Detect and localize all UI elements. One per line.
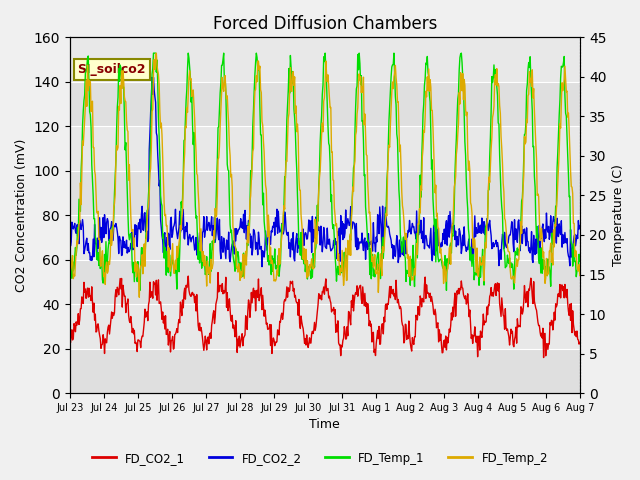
Line: FD_CO2_1: FD_CO2_1 <box>70 273 580 358</box>
FD_CO2_1 <box>66 336 74 342</box>
FD_Temp_1 <box>127 239 135 244</box>
FD_Temp_1 <box>66 257 74 263</box>
FD_Temp_1 <box>136 288 144 293</box>
FD_Temp_2 <box>136 294 143 300</box>
FD_Temp_2 <box>208 266 216 272</box>
Line: FD_CO2_2: FD_CO2_2 <box>70 77 580 267</box>
FD_Temp_2 <box>66 281 74 287</box>
FD_Temp_1 <box>181 137 189 143</box>
FD_Temp_2 <box>576 273 584 278</box>
Bar <box>70 348 580 393</box>
FD_CO2_2 <box>127 246 135 252</box>
FD_CO2_1 <box>179 305 187 311</box>
Y-axis label: Temperature (C): Temperature (C) <box>612 164 625 266</box>
FD_CO2_2 <box>180 235 188 241</box>
FD_CO2_2 <box>66 227 74 232</box>
Title: Forced Diffusion Chambers: Forced Diffusion Chambers <box>212 15 437 33</box>
FD_Temp_2 <box>127 228 135 234</box>
FD_CO2_1 <box>387 284 395 289</box>
FD_Temp_2 <box>403 242 410 248</box>
Line: FD_Temp_1: FD_Temp_1 <box>70 53 580 290</box>
FD_Temp_2 <box>181 150 189 156</box>
FD_Temp_1 <box>75 196 83 202</box>
Text: SI_soilco2: SI_soilco2 <box>77 63 146 76</box>
FD_Temp_1 <box>208 255 216 261</box>
FD_CO2_1 <box>576 339 584 345</box>
Y-axis label: CO2 Concentration (mV): CO2 Concentration (mV) <box>15 139 28 292</box>
FD_Temp_1 <box>388 64 396 70</box>
Bar <box>70 171 580 215</box>
Bar <box>70 82 580 126</box>
FD_CO2_1 <box>214 270 222 276</box>
FD_CO2_2 <box>75 241 83 247</box>
FD_CO2_1 <box>540 355 547 360</box>
FD_Temp_1 <box>576 258 584 264</box>
FD_CO2_1 <box>75 322 83 327</box>
Bar <box>70 260 580 304</box>
FD_Temp_2 <box>75 221 83 227</box>
FD_Temp_2 <box>152 50 160 56</box>
FD_CO2_2 <box>148 74 156 80</box>
X-axis label: Time: Time <box>309 419 340 432</box>
FD_CO2_1 <box>127 321 135 326</box>
Line: FD_Temp_2: FD_Temp_2 <box>70 53 580 297</box>
FD_CO2_2 <box>207 222 215 228</box>
FD_Temp_1 <box>403 267 410 273</box>
FD_Temp_2 <box>388 89 396 95</box>
FD_CO2_2 <box>388 245 396 251</box>
FD_CO2_1 <box>402 322 410 328</box>
Legend: FD_CO2_1, FD_CO2_2, FD_Temp_1, FD_Temp_2: FD_CO2_1, FD_CO2_2, FD_Temp_1, FD_Temp_2 <box>87 447 553 469</box>
FD_Temp_1 <box>150 50 157 56</box>
FD_CO2_2 <box>258 264 266 270</box>
FD_CO2_1 <box>206 330 214 336</box>
FD_CO2_2 <box>576 223 584 228</box>
FD_CO2_2 <box>403 231 410 237</box>
